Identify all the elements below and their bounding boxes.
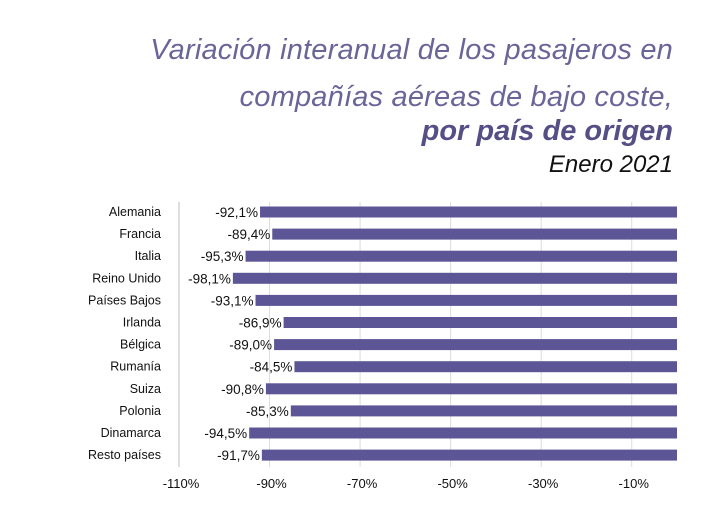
category-label: Irlanda: [123, 316, 161, 330]
data-label: -85,3%: [246, 404, 289, 419]
category-label: Francia: [119, 227, 161, 241]
bar: [265, 383, 677, 395]
x-tick-label: -10%: [619, 476, 650, 491]
bar: [261, 449, 677, 461]
category-label: Italia: [135, 249, 161, 263]
category-label: Bélgica: [120, 338, 161, 352]
category-label: Polonia: [119, 404, 161, 418]
bar: [232, 272, 677, 284]
data-label: -89,4%: [227, 227, 270, 242]
x-tick-label: -30%: [528, 476, 559, 491]
data-label: -90,8%: [221, 382, 264, 397]
chart-subtitle: Enero 2021: [548, 151, 673, 178]
data-label: -98,1%: [188, 271, 231, 286]
category-label: Dinamarca: [101, 426, 161, 440]
category-label: Países Bajos: [88, 293, 161, 307]
category-label: Suiza: [130, 382, 161, 396]
data-label: -92,1%: [215, 205, 258, 220]
chart-title-line-1: Variación interanual de los pasajeros en: [150, 34, 673, 66]
x-tick-label: -110%: [163, 476, 200, 491]
bar: [283, 317, 677, 328]
data-label: -94,5%: [204, 426, 247, 441]
chart-title-line-3: por país de origen: [421, 115, 673, 147]
x-tick-label: -90%: [256, 476, 287, 491]
category-label: Rumanía: [110, 360, 161, 374]
chart-title-line-2: compañías aéreas de bajo coste,: [239, 81, 673, 113]
bar: [260, 206, 677, 218]
bar: [290, 405, 677, 417]
bar: [255, 294, 677, 306]
x-tick-label: -70%: [347, 476, 378, 491]
bar: [294, 361, 677, 373]
data-label: -95,3%: [201, 249, 244, 264]
bar: [249, 427, 677, 439]
bar: [245, 250, 677, 262]
data-label: -89,0%: [229, 338, 272, 353]
category-label: Resto países: [88, 448, 161, 462]
data-label: -84,5%: [250, 360, 293, 375]
category-label: Alemania: [109, 205, 161, 219]
chart-title-block: Variación interanual de los pasajeros en…: [150, 26, 673, 182]
data-label: -91,7%: [217, 448, 260, 463]
x-tick-label: -50%: [437, 476, 468, 491]
category-label: Reino Unido: [92, 271, 161, 285]
data-label: -86,9%: [239, 316, 282, 331]
bar: [274, 339, 677, 351]
bar: [272, 228, 677, 240]
data-label: -93,1%: [211, 293, 254, 308]
